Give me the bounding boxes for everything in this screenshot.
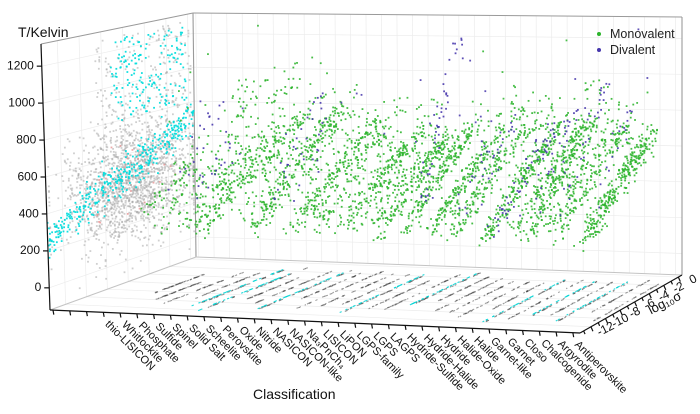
legend-label-monovalent: Monovalent: [610, 27, 675, 41]
legend: Monovalent Divalent: [597, 26, 675, 58]
legend-item-divalent: Divalent: [597, 42, 675, 58]
y-axis-title: T/Kelvin: [18, 24, 69, 40]
divalent-marker-icon: [597, 48, 601, 52]
legend-item-monovalent: Monovalent: [597, 26, 675, 42]
monovalent-marker-icon: [597, 32, 601, 36]
x-axis-title: Classification: [253, 386, 336, 402]
legend-label-divalent: Divalent: [610, 43, 656, 57]
